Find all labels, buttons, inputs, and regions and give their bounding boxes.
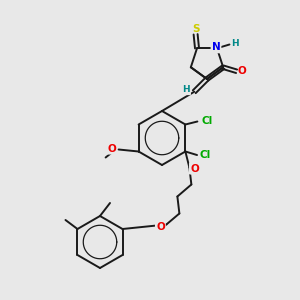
Text: O: O: [237, 66, 246, 76]
Text: S: S: [192, 24, 200, 34]
Text: O: O: [190, 164, 199, 173]
Text: O: O: [156, 221, 165, 232]
Text: Cl: Cl: [200, 150, 211, 160]
Text: N: N: [212, 42, 220, 52]
Text: H: H: [182, 85, 190, 94]
Text: Cl: Cl: [202, 116, 213, 127]
Text: H: H: [231, 39, 238, 48]
Text: O: O: [107, 143, 116, 154]
